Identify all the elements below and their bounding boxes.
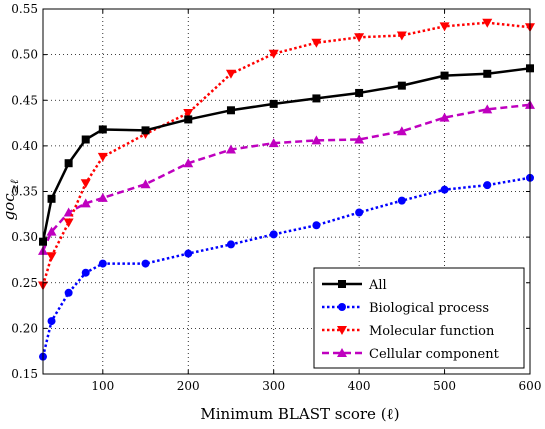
data-point bbox=[46, 226, 57, 236]
data-point bbox=[268, 49, 279, 59]
x-tick-label: 400 bbox=[348, 379, 371, 393]
x-tick-label: 300 bbox=[262, 379, 285, 393]
series-layer bbox=[38, 18, 535, 361]
data-point bbox=[483, 69, 492, 78]
data-point bbox=[81, 135, 90, 144]
data-point bbox=[226, 106, 235, 115]
x-tick-label: 200 bbox=[177, 379, 200, 393]
legend-item: All bbox=[322, 278, 387, 293]
tick-labels: 100 200 300 400 500 600 0.15 0.20 0.25 0.30 0.35 0.… bbox=[11, 2, 541, 393]
data-point bbox=[269, 99, 278, 108]
data-point bbox=[483, 181, 492, 190]
data-point bbox=[312, 94, 321, 103]
data-point bbox=[312, 221, 321, 230]
series-line bbox=[41, 67, 531, 242]
legend-label: Biological process bbox=[369, 301, 489, 316]
data-point bbox=[311, 135, 322, 145]
series-0 bbox=[39, 64, 534, 246]
data-point bbox=[141, 126, 150, 135]
data-point bbox=[225, 144, 236, 154]
data-point bbox=[355, 88, 364, 97]
data-point bbox=[98, 259, 107, 268]
data-point bbox=[98, 125, 107, 134]
data-point bbox=[311, 38, 322, 48]
data-point bbox=[81, 268, 90, 277]
data-point bbox=[80, 179, 91, 189]
data-point bbox=[396, 31, 407, 41]
data-point bbox=[354, 33, 365, 43]
data-point bbox=[80, 198, 91, 208]
y-tick-label: 0.55 bbox=[11, 2, 38, 16]
data-point bbox=[482, 18, 493, 28]
data-point bbox=[140, 179, 151, 189]
data-point bbox=[183, 158, 194, 168]
data-point bbox=[64, 288, 73, 297]
y-tick-label: 0.20 bbox=[11, 321, 38, 335]
legend-item: Biological process bbox=[322, 301, 489, 316]
x-tick-label: 100 bbox=[91, 379, 114, 393]
legend-marker bbox=[338, 280, 346, 288]
series-1 bbox=[39, 173, 534, 361]
data-point bbox=[439, 112, 450, 122]
series-line bbox=[41, 103, 531, 252]
y-tick-label: 0.15 bbox=[11, 367, 38, 381]
data-point bbox=[226, 240, 235, 249]
y-tick-label: 0.50 bbox=[11, 48, 38, 62]
legend-item: Molecular function bbox=[322, 324, 495, 339]
x-tick-label: 600 bbox=[519, 379, 542, 393]
legend-marker bbox=[337, 348, 347, 357]
y-tick-label: 0.40 bbox=[11, 139, 38, 153]
data-point bbox=[482, 104, 493, 114]
x-axis-label: Minimum BLAST score (ℓ) bbox=[200, 405, 399, 423]
legend: All Biological process Molecular function C… bbox=[313, 267, 525, 369]
series-line bbox=[41, 21, 531, 286]
legend-label: Cellular component bbox=[369, 347, 500, 362]
data-point bbox=[440, 71, 449, 80]
legend-marker bbox=[338, 303, 346, 311]
data-point bbox=[183, 109, 194, 119]
data-point bbox=[46, 252, 57, 262]
y-tick-label: 0.30 bbox=[11, 230, 38, 244]
y-axis-label-sub: ≥ℓ bbox=[8, 179, 21, 193]
data-point bbox=[225, 69, 236, 79]
data-point bbox=[397, 196, 406, 205]
data-point bbox=[184, 249, 193, 258]
data-point bbox=[355, 208, 364, 217]
y-tick-label: 0.25 bbox=[11, 276, 38, 290]
y-tick-label: 0.35 bbox=[11, 185, 38, 199]
data-point bbox=[47, 317, 56, 326]
y-axis-label: goc≥ℓ bbox=[0, 179, 21, 220]
series-3 bbox=[38, 99, 535, 255]
legend-label: All bbox=[368, 278, 387, 293]
y-tick-label: 0.45 bbox=[11, 93, 38, 107]
axis-ticks bbox=[43, 8, 531, 375]
legend-marker bbox=[337, 326, 347, 335]
data-point bbox=[63, 218, 74, 228]
data-point bbox=[396, 126, 407, 136]
series-2 bbox=[38, 18, 535, 291]
data-point bbox=[47, 194, 56, 203]
data-point bbox=[184, 115, 193, 124]
data-point bbox=[64, 159, 73, 168]
data-point bbox=[268, 138, 279, 148]
legend-item: Cellular component bbox=[322, 347, 500, 362]
y-axis-label-main: goc bbox=[0, 193, 18, 221]
x-tick-label: 500 bbox=[433, 379, 456, 393]
data-point bbox=[354, 134, 365, 144]
data-point bbox=[141, 259, 150, 268]
data-point bbox=[97, 192, 108, 202]
legend-label: Molecular function bbox=[369, 324, 495, 339]
data-point bbox=[397, 81, 406, 90]
data-point bbox=[440, 185, 449, 194]
data-point bbox=[439, 22, 450, 32]
data-point bbox=[97, 152, 108, 162]
data-point bbox=[269, 230, 278, 239]
